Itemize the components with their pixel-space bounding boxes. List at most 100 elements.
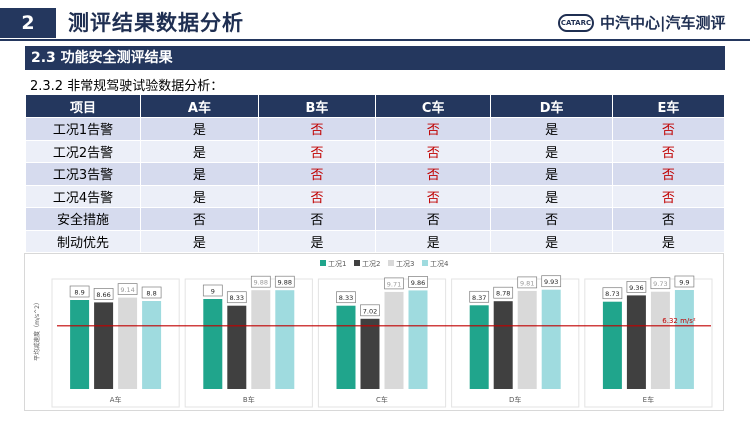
legend-swatch <box>422 260 428 266</box>
data-label: 8.9 <box>74 289 84 297</box>
deceleration-chart: 工况1 工况2 工况3 工况4 A车 B车 C车 D车 E车 8.9 8.66 9.14 8.8 9 8… <box>24 253 724 411</box>
legend-swatch <box>388 260 394 266</box>
logo-text: 中汽中心|汽车测评 <box>600 14 726 32</box>
data-label: 8.33 <box>230 294 244 302</box>
category-frame <box>584 278 713 408</box>
section-title: 测评结果数据分析 <box>68 11 244 35</box>
table-row: 制动优先是是是是是 <box>25 229 726 253</box>
table-row: 工况1告警是否否是否 <box>25 117 726 141</box>
data-label: 9.93 <box>544 278 558 286</box>
data-label: 9.81 <box>520 279 534 287</box>
page-header: 2 测评结果数据分析 CATARC 中汽中心|汽车测评 <box>0 0 750 41</box>
bar <box>203 299 223 389</box>
table-cell: 否 <box>611 184 726 208</box>
bar <box>336 305 356 389</box>
table-cell: 否 <box>140 207 259 231</box>
table-cell: 否 <box>257 139 377 163</box>
table-cell: 否 <box>375 117 492 141</box>
table-cell: 否 <box>375 162 492 186</box>
bar <box>493 301 513 389</box>
category-frame <box>451 278 580 408</box>
table-header-cell: 项目 <box>25 94 141 118</box>
data-label-box <box>674 275 695 288</box>
data-label-box <box>602 287 623 300</box>
table-cell: 否 <box>611 139 726 163</box>
data-label-box <box>202 284 223 297</box>
table-cell: 是 <box>490 162 613 186</box>
subsection-title: 2.3 功能安全测评结果 <box>25 46 725 70</box>
bar <box>541 289 561 389</box>
table-header-row: 项目 A车 B车 C车 D车 E车 <box>25 94 726 118</box>
data-label: 9 <box>211 288 215 296</box>
bar <box>408 290 428 389</box>
data-label-box <box>408 276 428 288</box>
row-label: 工况2告警 <box>25 139 141 163</box>
data-label: 8.66 <box>96 291 110 299</box>
data-label-box <box>626 281 647 293</box>
category-frame <box>317 278 447 408</box>
row-label: 工况3告警 <box>25 162 141 186</box>
row-label: 安全措施 <box>25 207 141 231</box>
data-label: 9.88 <box>278 279 292 287</box>
data-label: 9.71 <box>387 280 401 288</box>
bar <box>626 295 646 389</box>
data-label-box <box>117 283 138 295</box>
table-cell: 否 <box>257 117 377 141</box>
data-label-box <box>493 286 514 299</box>
data-label-box <box>541 275 562 288</box>
legend-swatch <box>354 260 360 266</box>
table-row: 安全措施否否否否否 <box>25 207 726 231</box>
table-cell: 否 <box>611 207 726 231</box>
table-cell: 是 <box>140 229 259 253</box>
reference-label: 6.32 m/s² <box>662 317 696 325</box>
table-cell: 是 <box>490 139 613 163</box>
data-label: 9.14 <box>120 286 134 294</box>
legend-label: 工况3 <box>396 260 414 268</box>
bar <box>650 291 670 389</box>
category-label: C车 <box>376 395 388 404</box>
category-label: D车 <box>509 395 521 404</box>
bar <box>94 302 114 389</box>
data-label: 8.8 <box>146 290 156 298</box>
legend-swatch <box>320 260 326 266</box>
table-header-cell: D车 <box>490 94 613 118</box>
bar <box>142 301 162 389</box>
table-cell: 否 <box>375 184 492 208</box>
chart-legend: 工况1 工况2 工况3 工况4 <box>320 260 449 268</box>
bar <box>251 290 271 389</box>
header-divider <box>0 39 750 41</box>
table-cell: 是 <box>140 139 259 163</box>
catarc-logo-icon: CATARC <box>558 14 594 32</box>
bar <box>602 301 622 389</box>
category-label: B车 <box>243 395 255 404</box>
table-header-cell: E车 <box>611 94 726 118</box>
data-label-box <box>250 275 271 288</box>
data-label-box <box>69 285 90 298</box>
bar <box>674 290 694 389</box>
row-label: 工况4告警 <box>25 184 141 208</box>
bar <box>275 290 295 389</box>
table-cell: 是 <box>611 229 726 253</box>
table-cell: 是 <box>140 162 259 186</box>
table-row: 工况2告警是否否是否 <box>25 139 726 163</box>
data-label-box <box>384 277 404 290</box>
bar <box>118 297 138 389</box>
table-cell: 否 <box>611 162 726 186</box>
data-label: 9.88 <box>254 279 268 287</box>
data-label: 9.36 <box>629 284 643 292</box>
table-cell: 否 <box>611 117 726 141</box>
data-label: 9.73 <box>653 280 667 288</box>
data-label: 8.73 <box>605 290 619 298</box>
data-label-box <box>141 286 162 299</box>
subsubsection-title: 2.3.2 非常规驾驶试验数据分析： <box>30 79 224 94</box>
data-label-box <box>226 291 247 304</box>
bar <box>469 305 489 389</box>
row-label: 制动优先 <box>25 229 141 253</box>
table-cell: 是 <box>140 184 259 208</box>
bar <box>384 291 404 389</box>
data-label: 8.37 <box>472 294 486 302</box>
table-row: 工况4告警是否否是否 <box>25 184 726 208</box>
row-label: 工况1告警 <box>25 117 141 141</box>
category-frame <box>51 278 180 408</box>
table-cell: 是 <box>140 117 259 141</box>
